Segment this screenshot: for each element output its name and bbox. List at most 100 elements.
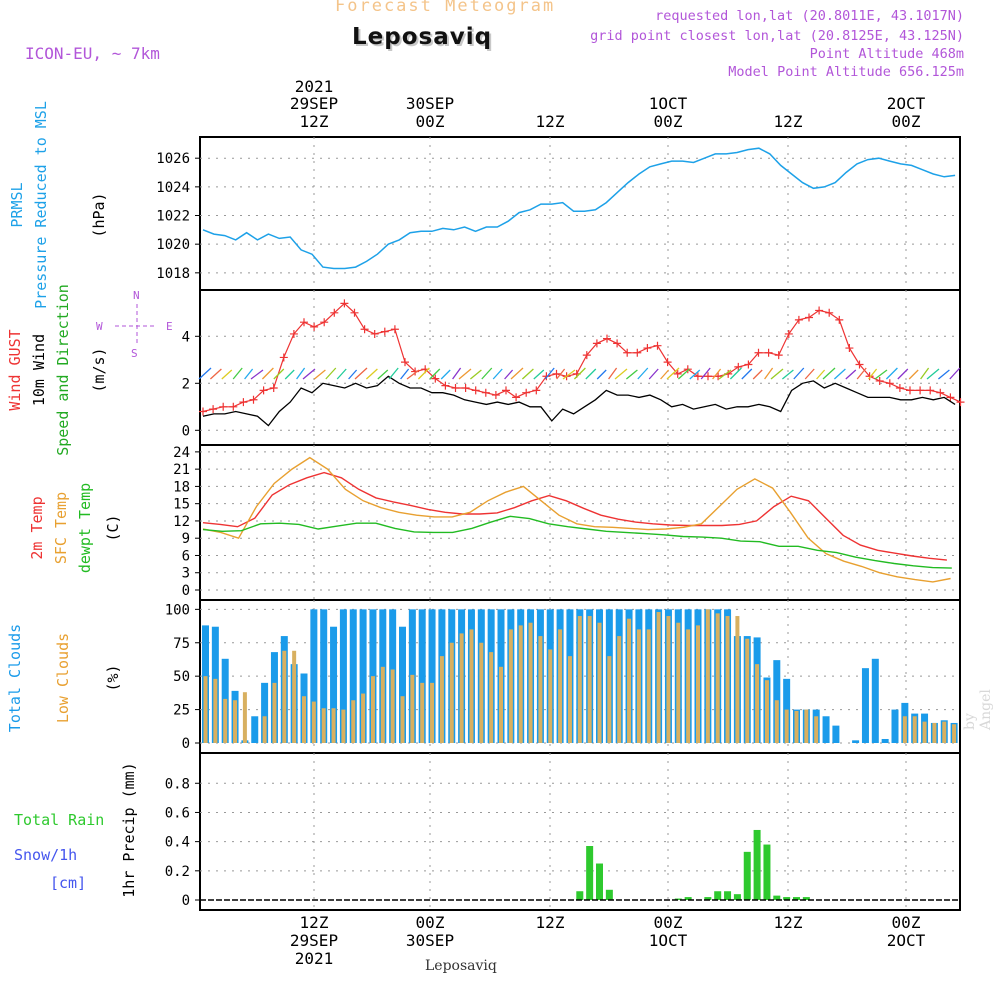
gust-marker bbox=[502, 386, 510, 395]
total-cloud-bar bbox=[832, 725, 840, 743]
gust-marker bbox=[441, 381, 450, 390]
wind-ylabel: (m/s) bbox=[90, 347, 108, 392]
wind-dir-arrow bbox=[666, 367, 680, 380]
wind-dir-arrow bbox=[417, 367, 430, 380]
low-cloud-bar bbox=[242, 692, 247, 743]
low-cloud-bar bbox=[794, 710, 799, 743]
snow-title: Snow/1h bbox=[14, 846, 77, 864]
low-cloud-bar bbox=[361, 693, 366, 743]
rain-bar bbox=[783, 897, 791, 900]
low-clouds-title: Low Clouds bbox=[54, 633, 72, 723]
total-cloud-bar bbox=[852, 740, 860, 743]
gust-marker bbox=[956, 398, 965, 407]
wind-dir-arrow bbox=[845, 369, 857, 380]
gust-marker bbox=[582, 351, 591, 360]
wind-dir-arrow bbox=[544, 367, 555, 380]
wind-dir-arrow bbox=[573, 367, 586, 380]
low-cloud-bar bbox=[676, 622, 681, 743]
gust-marker bbox=[300, 318, 308, 327]
pressure-ylabel: (hPa) bbox=[90, 192, 108, 237]
wind-dir-arrow bbox=[296, 367, 306, 380]
sfc-temp-line bbox=[202, 456, 951, 583]
wind-dir-arrow bbox=[718, 369, 732, 380]
gust-marker bbox=[613, 339, 622, 348]
wind-dir-arrow bbox=[556, 368, 566, 380]
gust-marker bbox=[764, 348, 773, 357]
wind-dir-arrow bbox=[261, 367, 274, 380]
location-title: Leposaviq bbox=[352, 24, 493, 50]
wind-dir-arrow bbox=[400, 368, 410, 380]
gust-marker bbox=[320, 318, 329, 327]
low-cloud-bar bbox=[380, 666, 385, 743]
wind-dir-arrow bbox=[250, 369, 264, 380]
gust-marker bbox=[784, 329, 793, 338]
total-cloud-bar bbox=[822, 716, 830, 743]
gust-marker bbox=[603, 334, 611, 343]
gust-marker bbox=[906, 386, 914, 395]
wind-dir-arrow bbox=[336, 368, 347, 380]
low-cloud-bar bbox=[558, 629, 563, 743]
wind-dir-arrow bbox=[585, 368, 597, 380]
rain-bar bbox=[605, 889, 613, 900]
y-tick-label: 0 bbox=[182, 736, 190, 752]
low-cloud-bar bbox=[469, 629, 474, 743]
total-cloud-bar bbox=[261, 682, 269, 743]
rain-title: Total Rain bbox=[14, 811, 104, 829]
gust-marker bbox=[350, 308, 359, 317]
gust-marker bbox=[360, 325, 369, 334]
y-tick-label: 24 bbox=[173, 445, 190, 461]
gust-marker bbox=[199, 407, 207, 416]
wind-dir-arrow bbox=[510, 367, 524, 380]
low-cloud-bar bbox=[459, 633, 464, 743]
rain-bar bbox=[586, 846, 594, 900]
top-date-label: 1OCT bbox=[649, 94, 688, 113]
low-cloud-bar bbox=[213, 678, 218, 743]
gust-marker bbox=[209, 405, 218, 414]
wind-dir-arrow bbox=[741, 368, 753, 380]
gust-marker bbox=[370, 329, 379, 338]
low-cloud-bar bbox=[764, 680, 769, 743]
total-cloud-bar bbox=[428, 609, 436, 743]
total-cloud-bar bbox=[310, 609, 318, 743]
wind-title: 10m Wind bbox=[30, 334, 48, 406]
low-cloud-bar bbox=[567, 656, 572, 743]
wind-dir-arrow bbox=[752, 369, 763, 380]
gust-marker bbox=[855, 360, 864, 369]
y-tick-label: 1026 bbox=[156, 151, 190, 167]
t2m-line bbox=[202, 471, 947, 561]
rain-bar bbox=[684, 897, 692, 900]
wind-dir-arrow bbox=[868, 368, 878, 380]
wind-dir-arrow bbox=[689, 369, 701, 380]
gust-marker bbox=[340, 299, 349, 308]
wind-dir-arrow bbox=[521, 368, 534, 380]
low-cloud-bar bbox=[351, 700, 356, 743]
wind-dir-arrow bbox=[770, 368, 784, 380]
wind-dir-arrow bbox=[244, 368, 254, 380]
y-tick-label: 50 bbox=[173, 669, 190, 685]
low-cloud-bar bbox=[656, 612, 661, 743]
low-cloud-bar bbox=[302, 696, 306, 743]
top-date-label: 29SEP bbox=[290, 94, 338, 113]
low-cloud-bar bbox=[814, 716, 819, 743]
low-cloud-bar bbox=[804, 709, 809, 743]
wind-dir-arrow bbox=[232, 367, 243, 380]
y-tick-label: 6 bbox=[182, 548, 190, 564]
low-cloud-bar bbox=[233, 700, 238, 743]
y-tick-label: 0.2 bbox=[165, 864, 190, 880]
low-cloud-bar bbox=[577, 616, 582, 743]
gust-marker bbox=[693, 372, 702, 381]
wind-dir-arrow bbox=[221, 369, 233, 380]
wind-dir-arrow bbox=[481, 367, 493, 380]
low-cloud-bar bbox=[952, 724, 957, 743]
total-cloud-bar bbox=[320, 609, 328, 743]
wind-dir-arrow bbox=[920, 367, 930, 380]
low-cloud-bar bbox=[725, 616, 730, 743]
gust-marker bbox=[239, 398, 248, 407]
y-tick-label: 0.6 bbox=[165, 805, 190, 821]
gust-marker bbox=[542, 372, 551, 381]
y-tick-label: 1022 bbox=[156, 209, 190, 225]
y-tick-label: 100 bbox=[165, 602, 190, 618]
wind-dir-arrow bbox=[856, 367, 867, 380]
wind-dir-arrow bbox=[700, 367, 711, 380]
wind-dir-arrow bbox=[608, 367, 618, 380]
